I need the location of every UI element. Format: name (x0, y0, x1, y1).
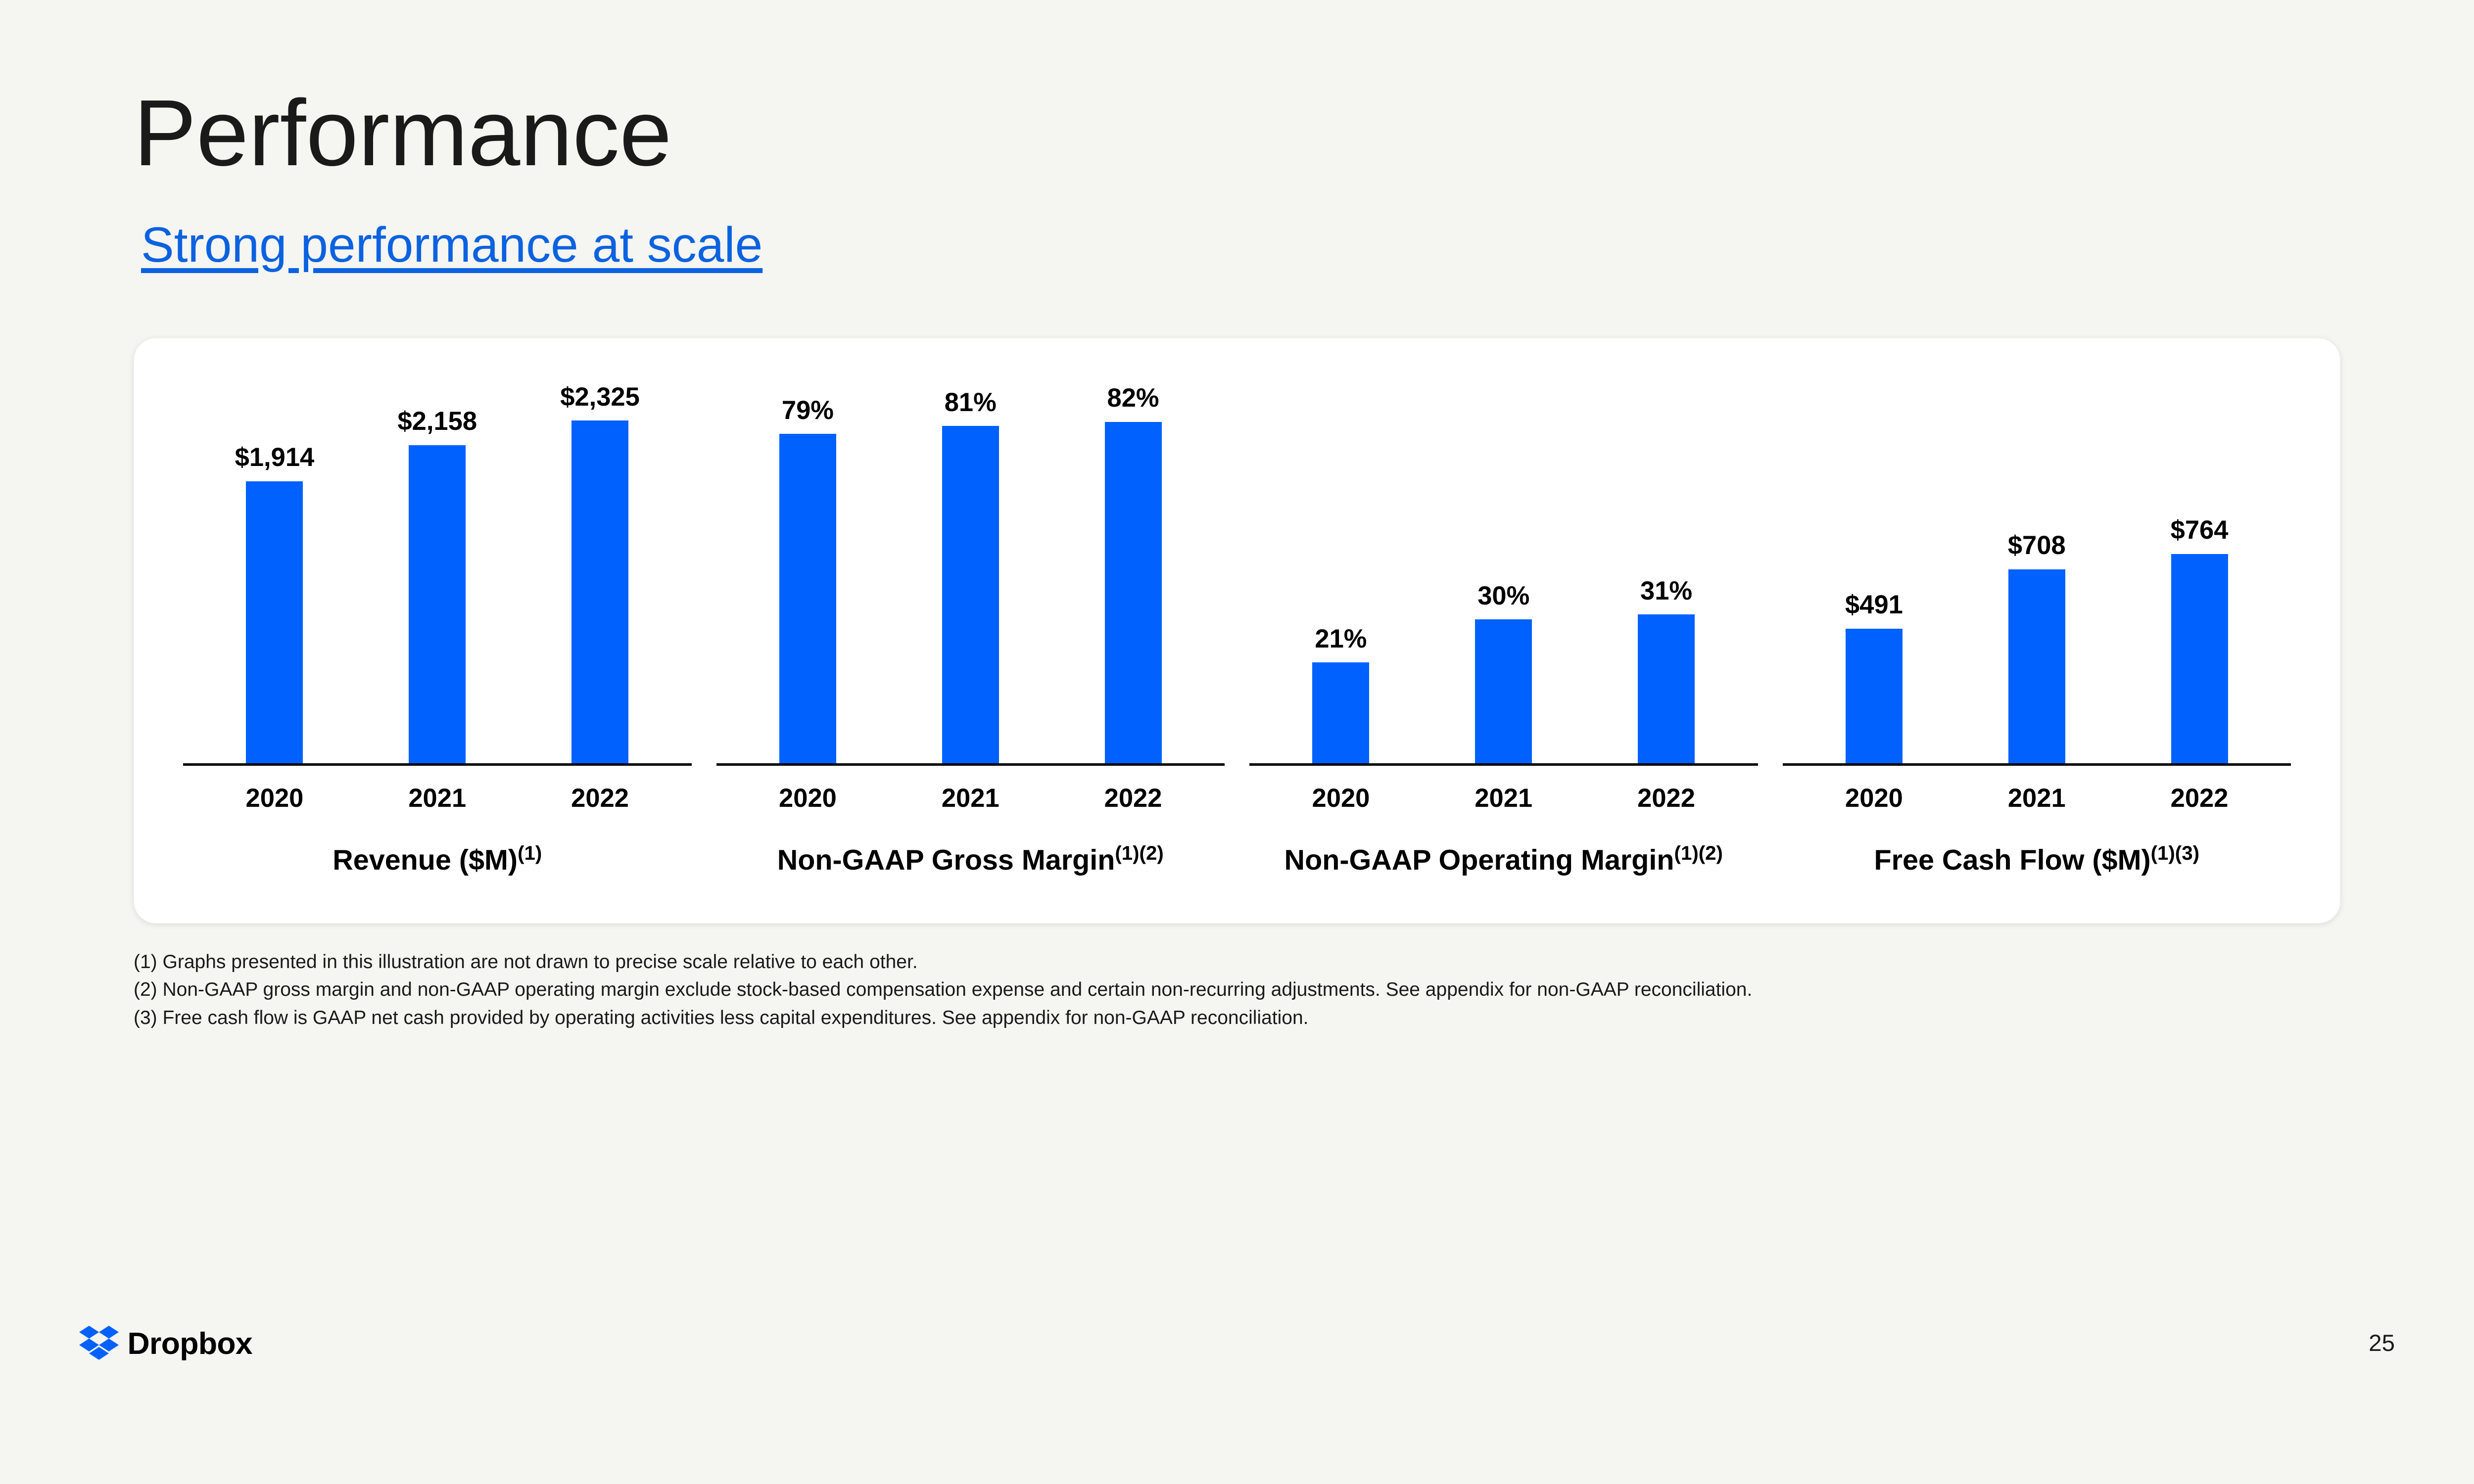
brand-name: Dropbox (128, 1326, 253, 1361)
chart-title-text: Revenue ($M) (333, 844, 518, 876)
chart-plot: $491 $708 $764 (1783, 382, 2291, 766)
bar (1475, 619, 1532, 763)
chart-title-sup: (1) (518, 842, 542, 864)
chart-plot: 21% 30% 31% (1249, 382, 1758, 766)
charts-card: $1,914 $2,158 $2,325 2020 2021 2022 Reve… (134, 338, 2340, 924)
x-axis-label: 2022 (529, 783, 671, 813)
bar-value-label: $2,158 (397, 406, 477, 436)
bar (2171, 554, 2228, 763)
bar-value-label: $708 (2008, 530, 2066, 560)
chart-plot: 79% 81% 82% (716, 382, 1225, 766)
x-axis-label: 2022 (1062, 783, 1204, 813)
x-axis-label: 2021 (899, 783, 1042, 813)
bar-value-label: $491 (1845, 590, 1903, 620)
chart-plot: $1,914 $2,158 $2,325 (183, 382, 692, 766)
x-axis-label: 2021 (366, 783, 509, 813)
x-axis-label: 2020 (203, 783, 346, 813)
bar (409, 445, 466, 763)
x-axis-label: 2020 (1803, 783, 1946, 813)
bar (246, 481, 303, 763)
chart-fcf: $491 $708 $764 2020 2021 2022 Free Cash … (1783, 382, 2291, 879)
chart-title: Free Cash Flow ($M)(1)(3) (1874, 840, 2200, 879)
x-axis-label: 2020 (1270, 783, 1412, 813)
chart-title: Non-GAAP Operating Margin(1)(2) (1285, 840, 1723, 879)
bar (2008, 569, 2065, 763)
bar-value-label: 31% (1640, 576, 1692, 606)
chart-gross-margin: 79% 81% 82% 2020 2021 2022 Non-GAAP Gros… (716, 382, 1225, 879)
bar-group: 81% (899, 387, 1042, 764)
bar-group: $708 (1965, 530, 2108, 763)
dropbox-logo-icon (79, 1324, 119, 1363)
chart-title-sup: (1)(3) (2151, 842, 2199, 864)
footnote: (2) Non-GAAP gross margin and non-GAAP o… (134, 976, 2340, 1004)
footnote: (3) Free cash flow is GAAP net cash prov… (134, 1004, 2340, 1032)
bar-value-label: 79% (782, 395, 834, 425)
chart-title: Non-GAAP Gross Margin(1)(2) (777, 840, 1164, 879)
bar (1638, 614, 1695, 763)
page-subtitle: Strong performance at scale (141, 217, 2340, 274)
bar-group: $1,914 (203, 442, 346, 763)
x-axis-label: 2020 (737, 783, 879, 813)
bar (779, 434, 836, 763)
x-axis-label: 2022 (1595, 783, 1738, 813)
footnote: (1) Graphs presented in this illustratio… (134, 948, 2340, 976)
chart-title-text: Non-GAAP Operating Margin (1285, 844, 1674, 876)
bar-value-label: $2,325 (560, 382, 640, 412)
bar (1312, 662, 1369, 763)
bar-group: 30% (1432, 581, 1575, 763)
bar-value-label: 81% (945, 387, 997, 417)
chart-title: Revenue ($M)(1) (333, 840, 542, 879)
bar (1846, 629, 1903, 763)
bar-value-label: 82% (1107, 383, 1159, 413)
bar-group: $764 (2128, 515, 2271, 763)
chart-operating-margin: 21% 30% 31% 2020 2021 2022 Non-GAAP Oper… (1249, 382, 1758, 879)
x-axis-label: 2022 (2128, 783, 2271, 813)
bar-value-label: 21% (1315, 624, 1367, 654)
bar-value-label: 30% (1477, 581, 1529, 611)
bar (571, 420, 628, 763)
page-number: 25 (2369, 1330, 2395, 1357)
chart-title-text: Non-GAAP Gross Margin (777, 844, 1115, 876)
footer: Dropbox 25 (79, 1324, 2395, 1363)
bar-group: $491 (1803, 590, 1946, 763)
slide: Performance Strong performance at scale … (0, 0, 2474, 1391)
bar-value-label: $1,914 (235, 442, 315, 472)
bar-group: 31% (1595, 576, 1738, 763)
bar (942, 426, 999, 763)
x-axis: 2020 2021 2022 (716, 783, 1225, 813)
chart-title-sup: (1)(2) (1115, 842, 1163, 864)
chart-revenue: $1,914 $2,158 $2,325 2020 2021 2022 Reve… (183, 382, 692, 879)
chart-title-sup: (1)(2) (1674, 842, 1723, 864)
x-axis: 2020 2021 2022 (183, 783, 692, 813)
bar-group: $2,158 (366, 406, 509, 763)
bar-group: 79% (737, 395, 879, 763)
bar-group: 21% (1270, 624, 1412, 763)
chart-title-text: Free Cash Flow ($M) (1874, 844, 2151, 876)
bar-group: $2,325 (529, 382, 671, 763)
x-axis: 2020 2021 2022 (1783, 783, 2291, 813)
brand: Dropbox (79, 1324, 252, 1363)
footnotes: (1) Graphs presented in this illustratio… (134, 948, 2340, 1032)
x-axis: 2020 2021 2022 (1249, 783, 1758, 813)
bar-group: 82% (1062, 383, 1204, 763)
x-axis-label: 2021 (1965, 783, 2108, 813)
bar-value-label: $764 (2171, 515, 2229, 545)
page-title: Performance (134, 79, 2340, 187)
x-axis-label: 2021 (1432, 783, 1575, 813)
bar (1105, 422, 1162, 764)
